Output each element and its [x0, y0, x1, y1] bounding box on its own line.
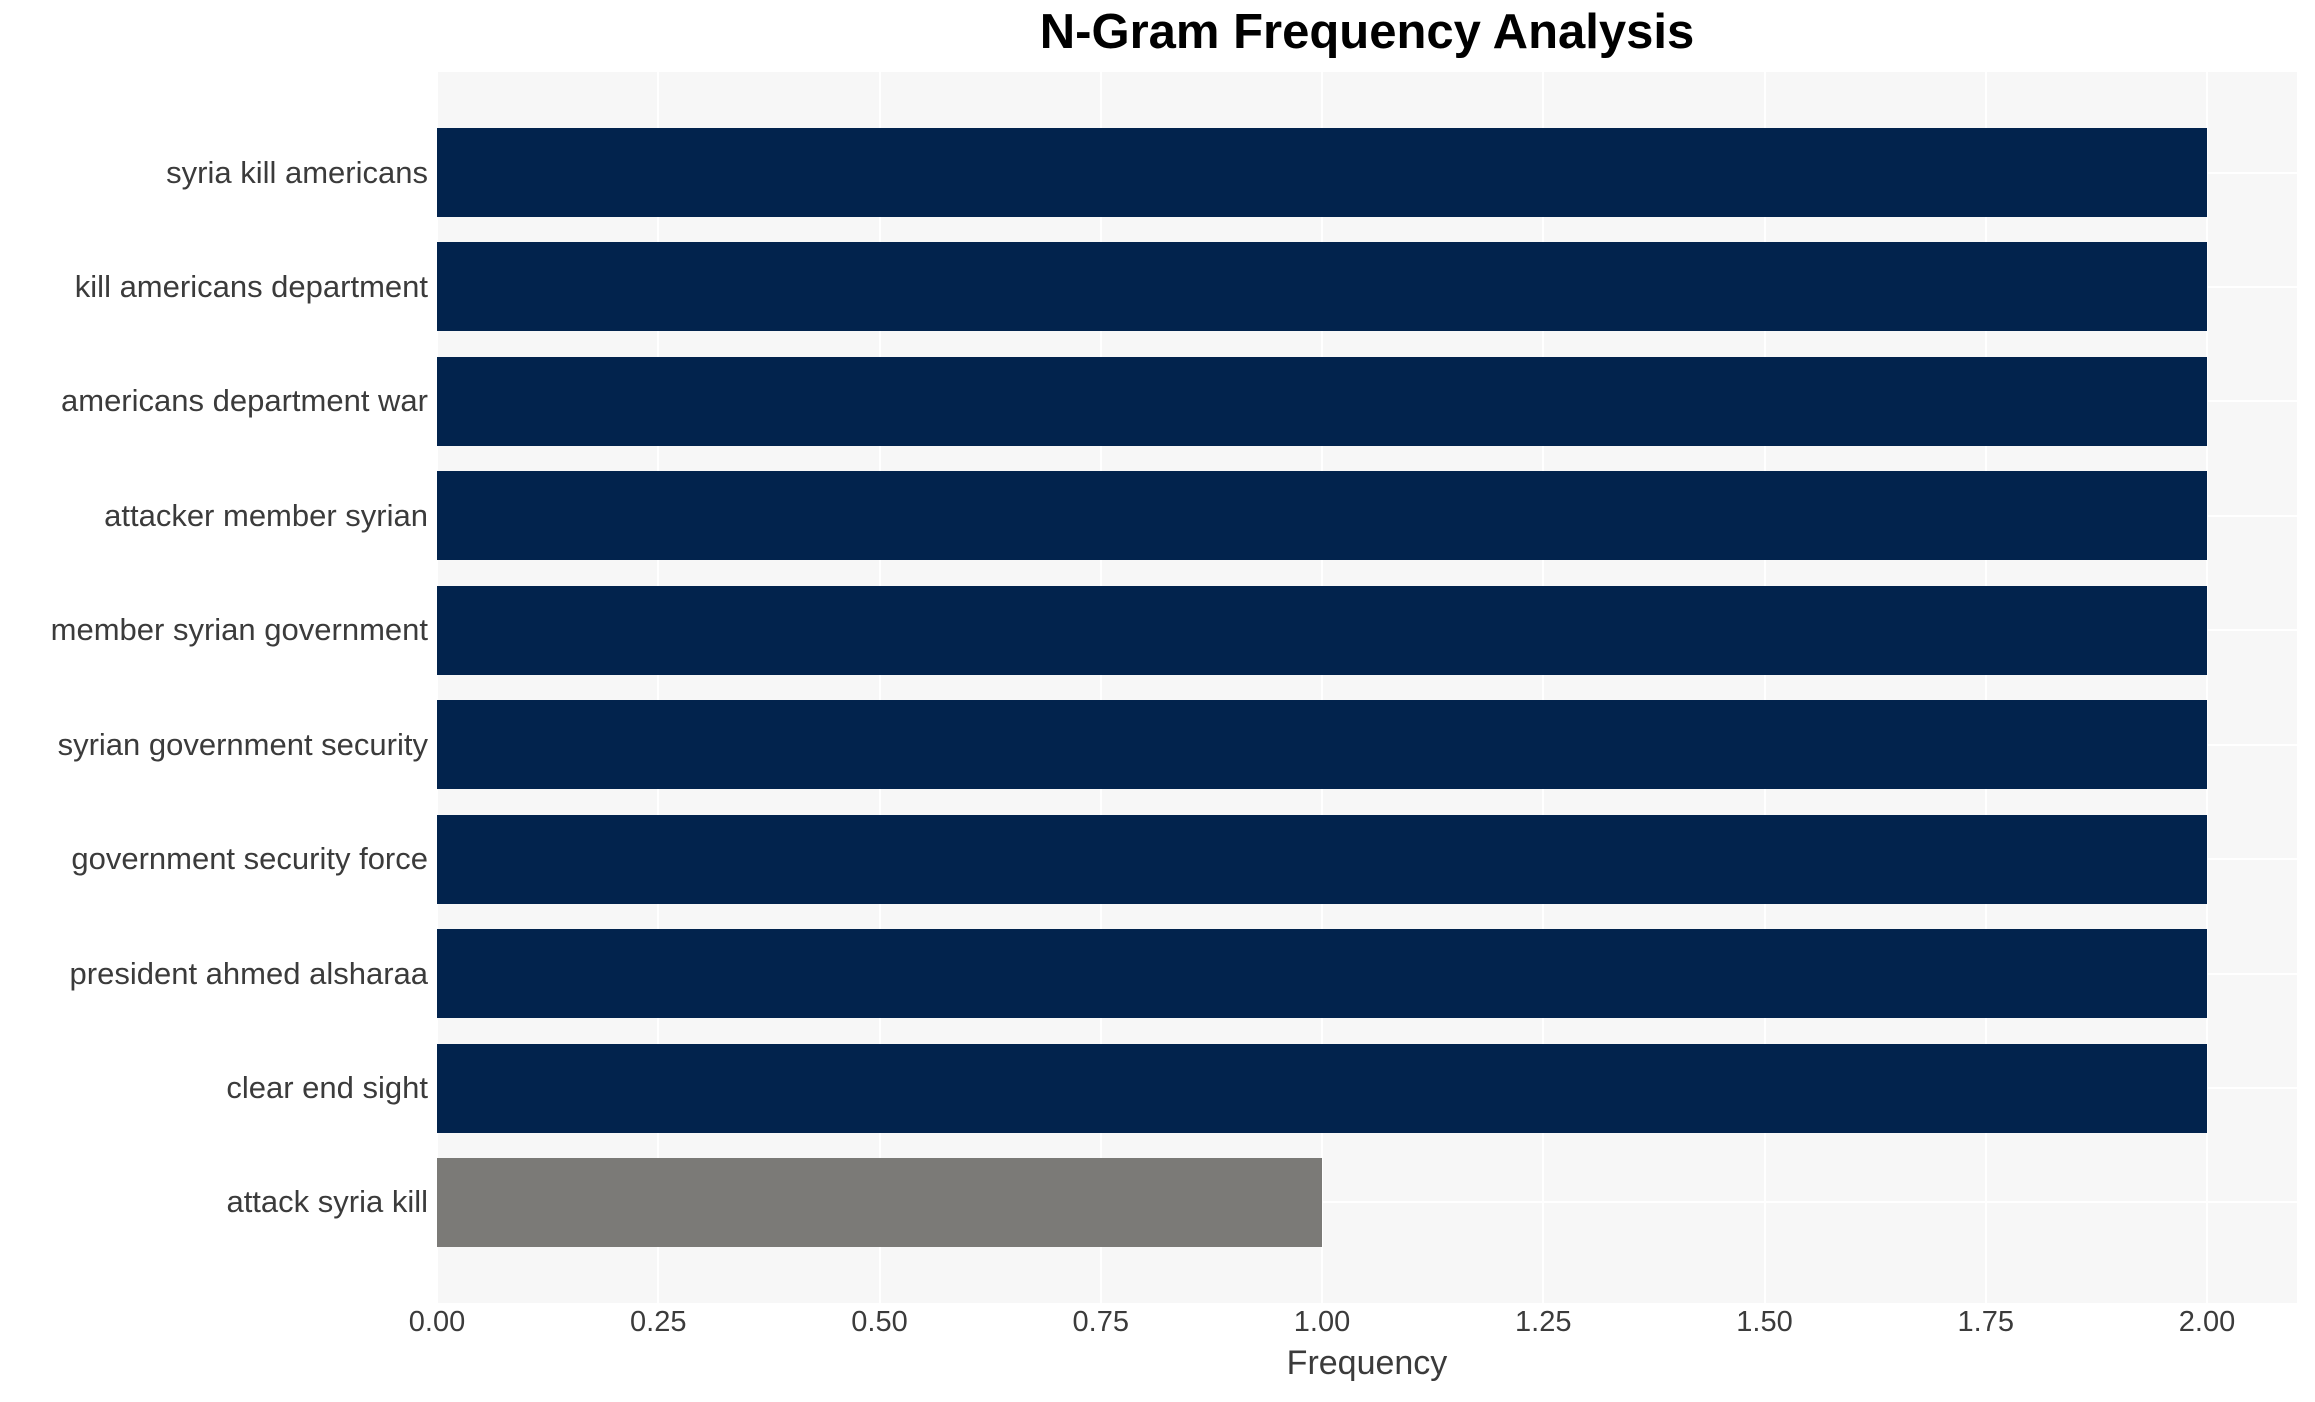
- x-tick-label: 1.25: [1515, 1306, 1572, 1338]
- bars-layer: [437, 72, 2297, 1303]
- bar-attack-syria-kill: [437, 1157, 1322, 1247]
- bar-americans-department-war: [437, 356, 2207, 446]
- chart-title: N-Gram Frequency Analysis: [1039, 5, 1695, 59]
- x-tick-label: 1.75: [1957, 1306, 2014, 1338]
- y-tick-label: member syrian government: [50, 612, 428, 648]
- bar-syrian-government-security: [437, 700, 2207, 790]
- x-tick-label: 0.25: [630, 1306, 687, 1338]
- y-tick-label: syria kill americans: [166, 154, 428, 190]
- x-tick-label: 1.00: [1293, 1306, 1351, 1338]
- y-tick-label: president ahmed alsharaa: [69, 955, 428, 991]
- bar-government-security-force: [437, 814, 2207, 904]
- gridline-vertical: [436, 72, 438, 1303]
- x-tick-label: 0.50: [851, 1306, 908, 1338]
- gridline-horizontal: [437, 1201, 2297, 1204]
- y-tick-label: clear end sight: [226, 1070, 428, 1106]
- gridline-vertical: [1984, 72, 1987, 1303]
- y-tick-label: government security force: [71, 841, 428, 877]
- gridline-vertical: [1763, 72, 1766, 1303]
- x-tick-label: 0.75: [1072, 1306, 1129, 1338]
- gridline-vertical: [1099, 72, 1102, 1303]
- plot-area: [436, 72, 2297, 1303]
- gridline-vertical: [1321, 72, 1323, 1303]
- gridline-vertical: [878, 72, 881, 1303]
- x-axis-title: Frequency: [1286, 1344, 1448, 1382]
- y-tick-label: americans department war: [61, 383, 428, 419]
- y-axis-labels: syria kill americans kill americans depar…: [0, 72, 428, 1303]
- y-tick-label: syrian government security: [57, 726, 428, 762]
- x-tick-label: 0.00: [408, 1306, 466, 1338]
- y-tick-label: kill americans department: [74, 268, 428, 304]
- x-tick-label: 2.00: [2178, 1306, 2236, 1338]
- bar-attacker-member-syrian: [437, 471, 2207, 561]
- gridline-vertical: [2206, 72, 2208, 1303]
- bar-kill-americans-department: [437, 242, 2207, 332]
- x-axis-tick-labels: 0.00 0.25 0.50 0.75 1.00 1.25 1.50 1.75 2.00: [0, 1306, 2315, 1342]
- bar-member-syrian-government: [437, 585, 2207, 675]
- bar-president-ahmed-alsharaa: [437, 929, 2207, 1019]
- bar-syria-kill-americans: [437, 128, 2207, 217]
- y-tick-label: attack syria kill: [226, 1184, 428, 1220]
- gridline-vertical: [1542, 72, 1545, 1303]
- y-tick-label: attacker member syrian: [104, 497, 428, 533]
- gridline-vertical: [657, 72, 660, 1303]
- x-tick-label: 1.50: [1736, 1306, 1793, 1338]
- bar-clear-end-sight: [437, 1043, 2207, 1133]
